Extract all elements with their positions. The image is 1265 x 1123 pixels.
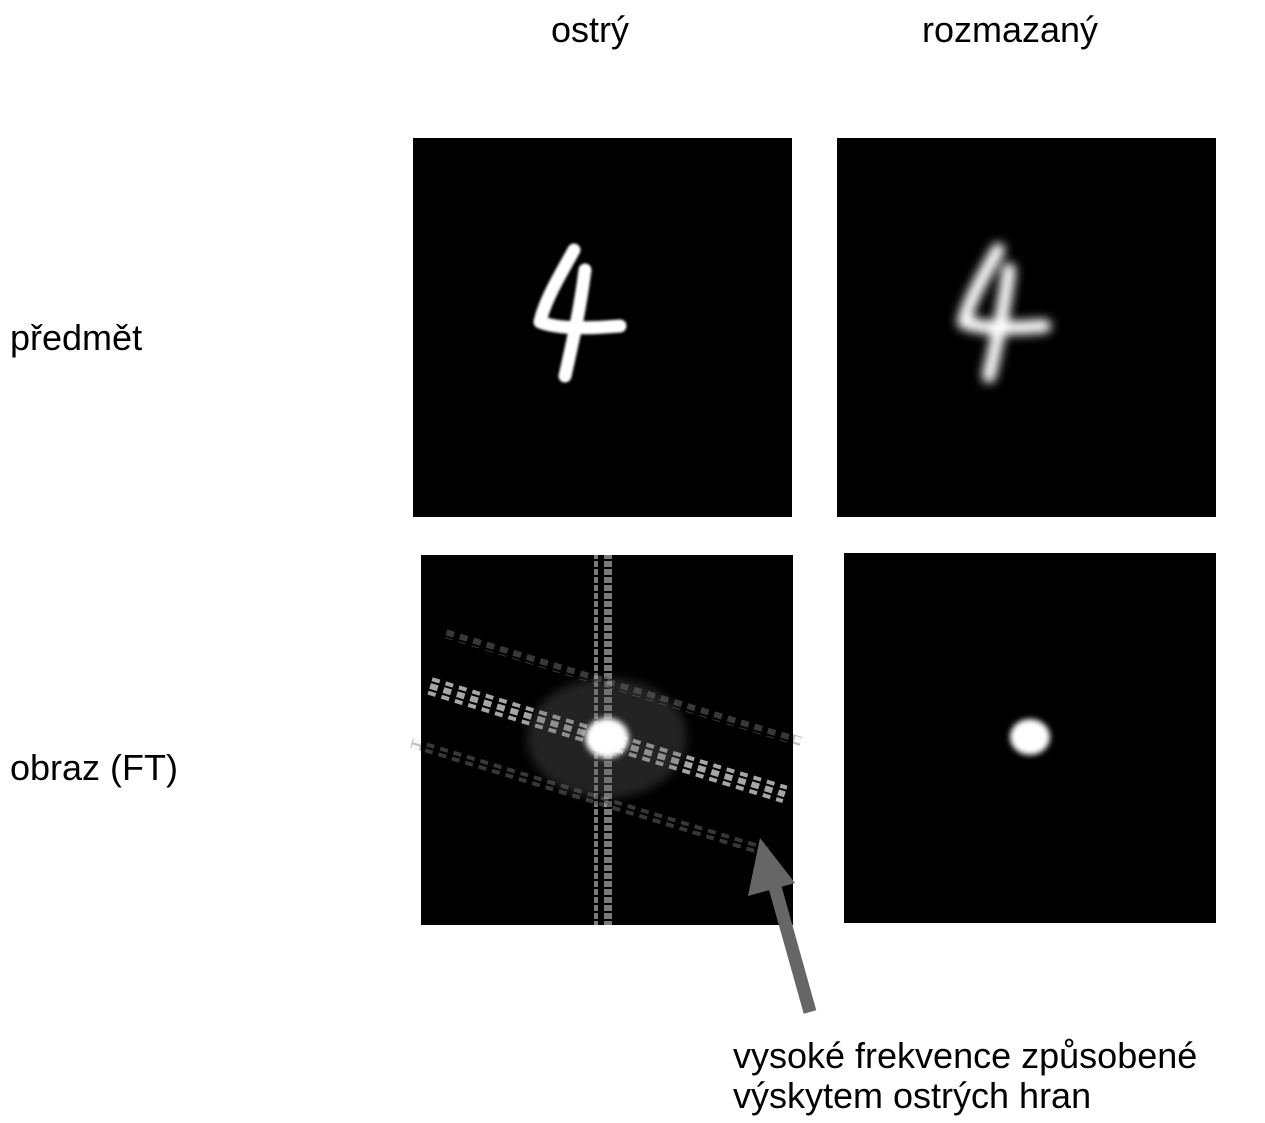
- row-label: obraz (FT): [10, 747, 178, 788]
- annotation-line: vysoké frekvence způsobené: [733, 1035, 1197, 1076]
- page: ostrý rozmazaný předmět obraz (FT) vysok…: [0, 0, 1265, 1118]
- figure: ostrý rozmazaný předmět obraz (FT) vysok…: [0, 0, 1265, 1118]
- ft-sharp-image: [410, 555, 802, 925]
- row-label: předmět: [10, 317, 142, 358]
- ft-blurred-image: [844, 553, 1216, 923]
- annotation-line: výskytem ostrých hran: [733, 1075, 1091, 1116]
- column-header: ostrý: [551, 9, 629, 50]
- blurred-image: [837, 138, 1216, 517]
- sharp-image: [413, 138, 792, 517]
- column-header: rozmazaný: [922, 9, 1098, 50]
